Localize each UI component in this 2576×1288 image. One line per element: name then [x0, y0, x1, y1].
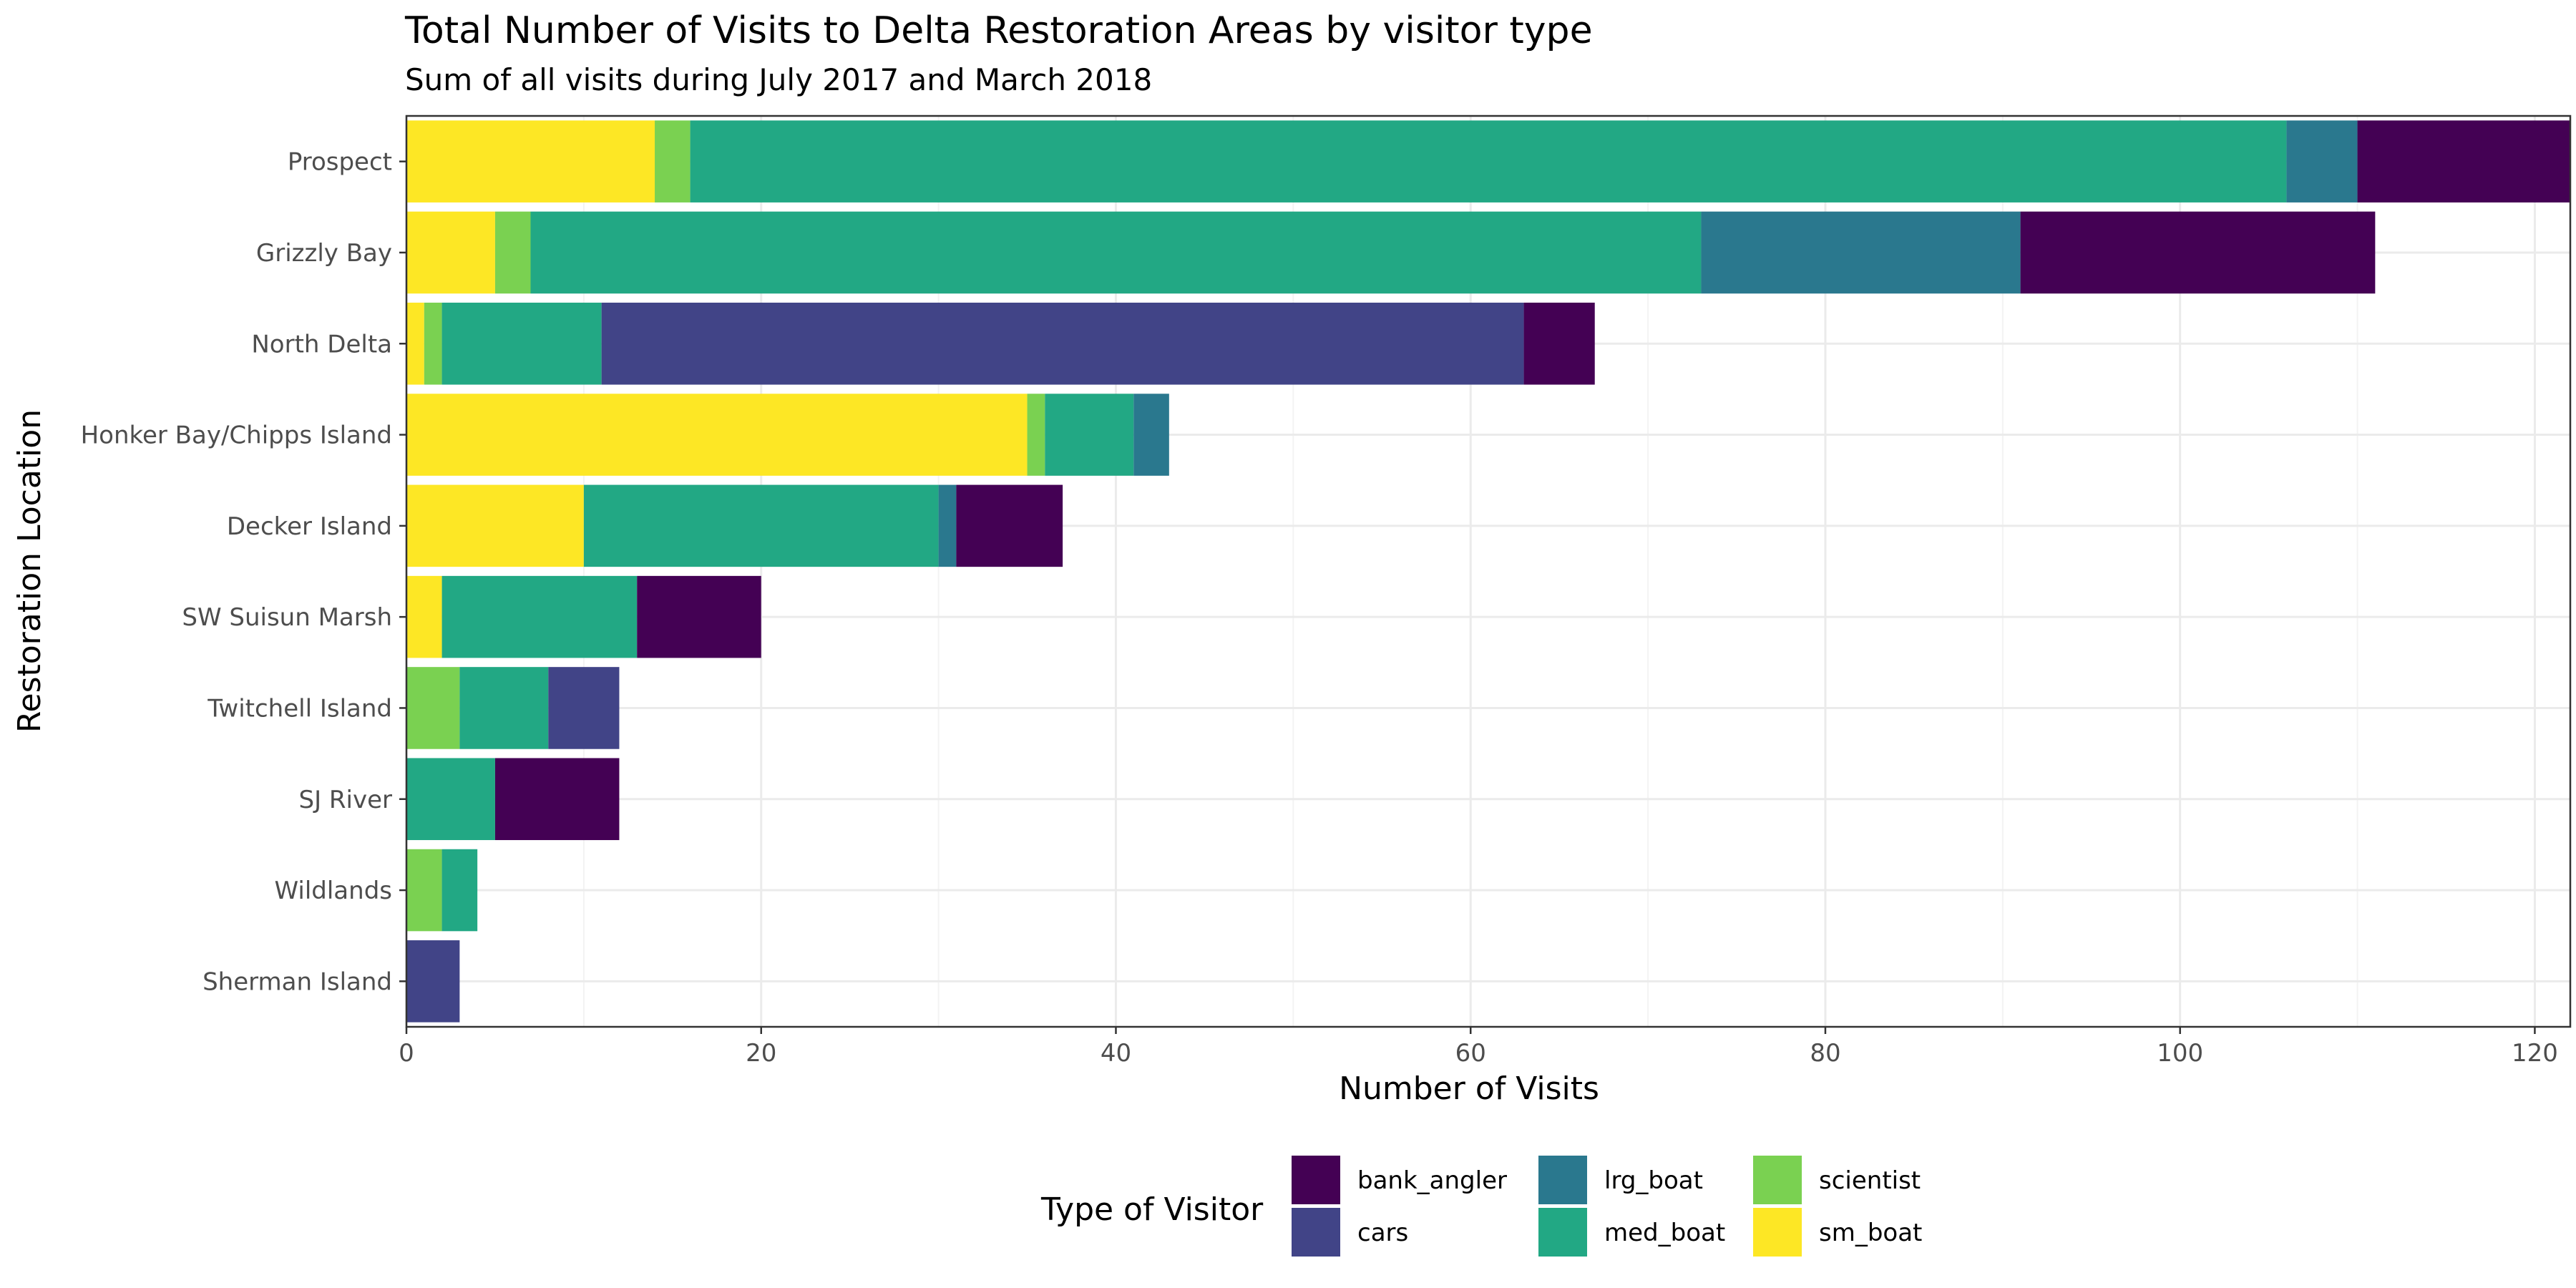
- bar-segment-cars: [601, 302, 1524, 385]
- x-tick-label: 100: [2157, 1039, 2203, 1068]
- bar-segment-med_boat: [441, 302, 602, 385]
- bar-segment-sm_boat: [406, 484, 584, 567]
- bar-segment-med_boat: [406, 758, 495, 841]
- bar-segment-scientist: [424, 302, 442, 385]
- chart-title: Total Number of Visits to Delta Restorat…: [404, 9, 1593, 52]
- bar-segment-lrg_boat: [2286, 120, 2358, 203]
- x-tick-label: 40: [1101, 1039, 1131, 1068]
- x-tick-label: 0: [399, 1039, 414, 1068]
- bar-segment-med_boat: [1045, 394, 1134, 476]
- bar-segment-sm_boat: [406, 575, 442, 658]
- legend-label-lrg_boat: lrg_boat: [1604, 1166, 1703, 1195]
- bar-segment-scientist: [406, 849, 442, 932]
- legend-label-scientist: scientist: [1819, 1166, 1921, 1195]
- y-tick-label: Prospect: [288, 148, 392, 177]
- bar-segment-med_boat: [583, 484, 939, 567]
- bar-segment-bank_angler: [494, 758, 620, 841]
- bar-segment-bank_angler: [2020, 211, 2376, 294]
- y-tick-label: Sherman Island: [203, 967, 392, 996]
- x-axis-title: Number of Visits: [1339, 1070, 1599, 1107]
- bar-segment-sm_boat: [406, 211, 495, 294]
- bar-segment-lrg_boat: [938, 484, 957, 567]
- y-tick-label: Grizzly Bay: [256, 239, 392, 268]
- bar-segment-lrg_boat: [1701, 211, 2021, 294]
- bar-segment-lrg_boat: [1133, 394, 1169, 476]
- legend-key-cars: [1292, 1208, 1340, 1257]
- y-tick-label: SW Suisun Marsh: [182, 603, 392, 632]
- y-tick-label: Twitchell Island: [207, 694, 392, 723]
- y-tick-label: North Delta: [251, 330, 392, 358]
- bar-segment-scientist: [1027, 394, 1045, 476]
- y-tick-label: SJ River: [298, 786, 392, 814]
- bar-segment-cars: [406, 940, 460, 1023]
- bar-segment-bank_angler: [956, 484, 1063, 567]
- plot-area: Prospect Grizzly Bay North Delta Honker Bay…: [81, 114, 2572, 1068]
- y-axis-title: Restoration Location: [11, 409, 48, 733]
- bar-segment-cars: [548, 667, 620, 749]
- bar-segment-sm_boat: [406, 394, 1028, 476]
- legend-label-med_boat: med_boat: [1604, 1219, 1725, 1247]
- legend-label-bank_angler: bank_angler: [1357, 1166, 1507, 1195]
- bar-segment-sm_boat: [406, 302, 424, 385]
- bar-segment-scientist: [655, 120, 691, 203]
- legend-key-lrg_boat: [1538, 1156, 1587, 1204]
- bar-segment-scientist: [406, 667, 460, 749]
- y-tick-label: Decker Island: [227, 512, 392, 541]
- x-tick-label: 80: [1810, 1039, 1840, 1068]
- bar-segment-bank_angler: [637, 575, 761, 658]
- bar-segment-med_boat: [459, 667, 549, 749]
- bar-segment-med_boat: [441, 575, 638, 658]
- panel-border: [405, 114, 2572, 1028]
- bar-segment-scientist: [494, 211, 531, 294]
- legend-key-bank_angler: [1292, 1156, 1340, 1204]
- legend-key-sm_boat: [1753, 1208, 1802, 1257]
- bar-segment-med_boat: [441, 849, 478, 932]
- y-tick-label: Honker Bay/Chipps Island: [81, 421, 392, 450]
- x-tick-label: 20: [746, 1039, 776, 1068]
- bar-segment-sm_boat: [406, 120, 655, 203]
- bar-segment-med_boat: [530, 211, 1702, 294]
- legend-key-med_boat: [1538, 1208, 1587, 1257]
- bar-segment-bank_angler: [2357, 120, 2570, 203]
- legend-key-scientist: [1753, 1156, 1802, 1204]
- x-tick-label: 60: [1455, 1039, 1486, 1068]
- legend-label-cars: cars: [1357, 1219, 1408, 1247]
- chart-subtitle: Sum of all visits during July 2017 and M…: [405, 62, 1152, 97]
- bar-segment-bank_angler: [1523, 302, 1595, 385]
- legend-label-sm_boat: sm_boat: [1819, 1219, 1922, 1247]
- legend-title: Type of Visitor: [1040, 1191, 1264, 1228]
- bar-segment-med_boat: [690, 120, 2287, 203]
- y-tick-label: Wildlands: [275, 877, 392, 905]
- x-tick-label: 120: [2512, 1039, 2558, 1068]
